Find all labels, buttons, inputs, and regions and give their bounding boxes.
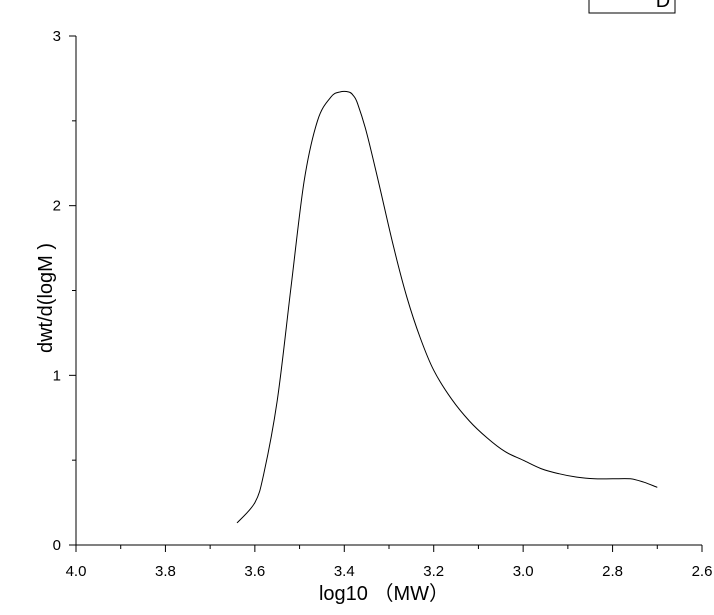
x-tick-label: 2.8 (602, 563, 623, 580)
x-tick-label: 3.2 (423, 563, 444, 580)
y-tick-label: 3 (53, 28, 61, 45)
x-tick-label: 4.0 (66, 563, 87, 580)
x-ticks: 4.0 3.8 3.6 3.4 3.2 3.0 2.8 2.6 (66, 545, 713, 580)
legend-box (588, 0, 676, 14)
legend-entry-label: D (656, 0, 670, 12)
y-axis-title: dwt/d(logM ) (35, 243, 57, 353)
y-tick-label: 2 (53, 198, 61, 215)
y-tick-label: 0 (53, 537, 61, 554)
x-axis-title: log10 （MW） (319, 582, 449, 605)
x-tick-label: 2.6 (692, 563, 713, 580)
x-tick-label: 3.0 (513, 563, 534, 580)
x-tick-label: 3.4 (334, 563, 355, 580)
x-tick-label: 3.8 (155, 563, 176, 580)
legend: D (588, 0, 676, 14)
series-line (236, 90, 658, 524)
y-tick-label: 1 (53, 367, 61, 384)
axes (75, 36, 702, 546)
series-group (236, 90, 658, 524)
x-tick-label: 3.6 (244, 563, 265, 580)
y-ticks: 0 1 2 3 (53, 28, 76, 554)
